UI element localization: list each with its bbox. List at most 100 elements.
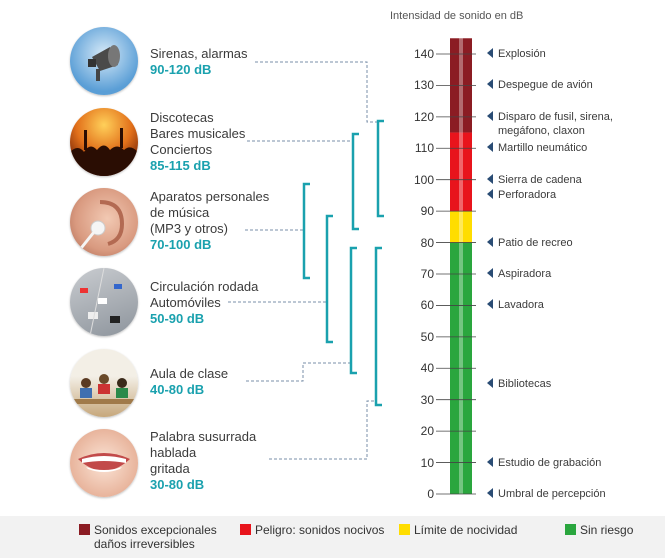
connector-classroom (246, 362, 350, 382)
bracket-classroom (349, 246, 357, 375)
source-line: hablada (150, 445, 197, 460)
annotation-label: Despegue de avión (498, 79, 593, 92)
annotation-takeoff: Despegue de avión (487, 78, 593, 92)
source-line: Palabra susurrada (150, 429, 257, 444)
source-range: 85-115 dB (150, 158, 211, 173)
legend-danger: Peligro: sonidos nocivos (255, 523, 385, 537)
pointer-icon (487, 142, 493, 153)
annotation-chainsaw: Sierra de cadena (487, 173, 582, 187)
pointer-icon (487, 488, 493, 498)
traffic-icon (70, 268, 138, 336)
scale-center-line (459, 30, 463, 494)
tick-label: 40 (420, 361, 434, 376)
bracket-discos (351, 132, 359, 231)
annotation-playground: Patio de recreo (487, 236, 573, 250)
source-line: Discotecas (150, 110, 214, 125)
megaphone-icon (70, 27, 138, 95)
source-line: (MP3 y otros) (150, 221, 229, 236)
pointer-icon (487, 236, 493, 247)
source-line: Sirenas, alarmas (150, 46, 248, 61)
source-music-players: Aparatos personales de música (MP3 y otr… (150, 189, 269, 253)
pointer-icon (487, 173, 493, 184)
axis-title: Intensidad de sonido en dB (390, 10, 524, 22)
mouth-icon (70, 429, 138, 497)
source-range: 30-80 dB (150, 477, 205, 492)
source-line: Automóviles (150, 295, 221, 310)
source-range: 50-90 dB (150, 311, 205, 326)
range-connectors (228, 61, 384, 460)
annotation-label-line2: megáfono, claxon (498, 124, 585, 137)
tick-label: 140 (413, 46, 434, 61)
source-line: Bares musicales (150, 126, 246, 141)
annotation-threshold: Umbral de percepción (487, 487, 606, 501)
annotation-label: Patio de recreo (498, 236, 573, 249)
legend-swatch-limit (399, 524, 410, 535)
connector-sirens (255, 61, 378, 123)
legend-safe: Sin riesgo (580, 523, 634, 537)
source-line: Aula de clase (150, 366, 229, 381)
legend: Sonidos excepcionales daños irreversible… (0, 516, 665, 558)
annotation-label: Sierra de cadena (498, 173, 582, 186)
pointer-icon (487, 377, 493, 388)
annotation-vacuum: Aspiradora (487, 267, 551, 281)
source-line: de música (150, 205, 210, 220)
source-traffic: Circulación rodada Automóviles 50-90 dB (150, 279, 258, 327)
source-classroom: Aula de clase 40-80 dB (150, 366, 228, 398)
tick-label: 110 (414, 141, 434, 156)
tick-label: 100 (413, 172, 434, 187)
scale-zone (450, 211, 472, 243)
source-sirens: Sirenas, alarmas 90-120 dB (150, 46, 248, 78)
legend-label: Sonidos excepcionales (94, 523, 217, 537)
pointer-icon (487, 456, 493, 467)
tick-label: 20 (420, 424, 434, 439)
tick-label: 90 (420, 204, 434, 219)
concert-crowd-icon (70, 108, 138, 176)
legend-label-line2: daños irreversibles (94, 537, 195, 551)
source-range: 90-120 dB (150, 62, 212, 77)
tick-label: 60 (420, 298, 434, 313)
ear-earphone-icon (70, 188, 138, 256)
annotation-label: Umbral de percepción (498, 488, 606, 500)
tick-label: 50 (420, 329, 434, 344)
source-line: Circulación rodada (150, 279, 259, 294)
pointer-icon (487, 189, 493, 200)
annotation-drill: Perforadora (487, 188, 556, 202)
legend-swatch-safe (565, 524, 576, 535)
source-range: 70-100 dB (150, 237, 212, 252)
legend-swatch-danger (240, 524, 251, 535)
source-line: Aparatos personales (150, 189, 270, 204)
connector-speech (269, 400, 376, 460)
pointer-icon (487, 267, 493, 278)
source-discos: Discotecas Bares musicales Conciertos 85… (150, 110, 245, 174)
bracket-sirens (376, 119, 384, 218)
annotation-explosion: Explosión (487, 47, 546, 61)
bracket-traffic (325, 214, 333, 344)
annotation-label: Aspiradora (498, 267, 552, 280)
tick-label: 70 (420, 266, 434, 281)
tick-label: 10 (420, 455, 434, 470)
tick-label: 120 (413, 109, 434, 124)
bracket-speech (374, 246, 382, 407)
annotation-label: Bibliotecas (498, 377, 552, 390)
pointer-icon (487, 79, 493, 90)
annotation-label: Lavadora (498, 299, 544, 312)
source-speech: Palabra susurrada hablada gritada 30-80 … (150, 429, 256, 493)
annotation-washer: Lavadora (487, 298, 544, 312)
scale-zone (450, 132, 472, 212)
annotation-label: Martillo neumático (498, 142, 588, 155)
annotation-studio: Estudio de grabación (487, 456, 601, 470)
pointer-icon (487, 110, 493, 121)
bracket-music (302, 182, 310, 280)
source-range: 40-80 dB (150, 382, 205, 397)
source-line: Conciertos (150, 142, 213, 157)
annotation-library: Bibliotecas (487, 377, 551, 391)
annotation-label: Disparo de fusil, sirena, (498, 110, 613, 123)
annotation-gunshot: Disparo de fusil, sirena, megáfono, claxo… (487, 110, 613, 138)
tick-label: 0 (427, 487, 434, 501)
legend-swatch-exceptional (79, 524, 90, 535)
tick-label: 80 (420, 235, 434, 250)
tick-label: 30 (420, 392, 434, 407)
pointer-icon (487, 299, 493, 310)
source-line: gritada (150, 461, 190, 476)
legend-exceptional: Sonidos excepcionales daños irreversible… (94, 523, 217, 551)
